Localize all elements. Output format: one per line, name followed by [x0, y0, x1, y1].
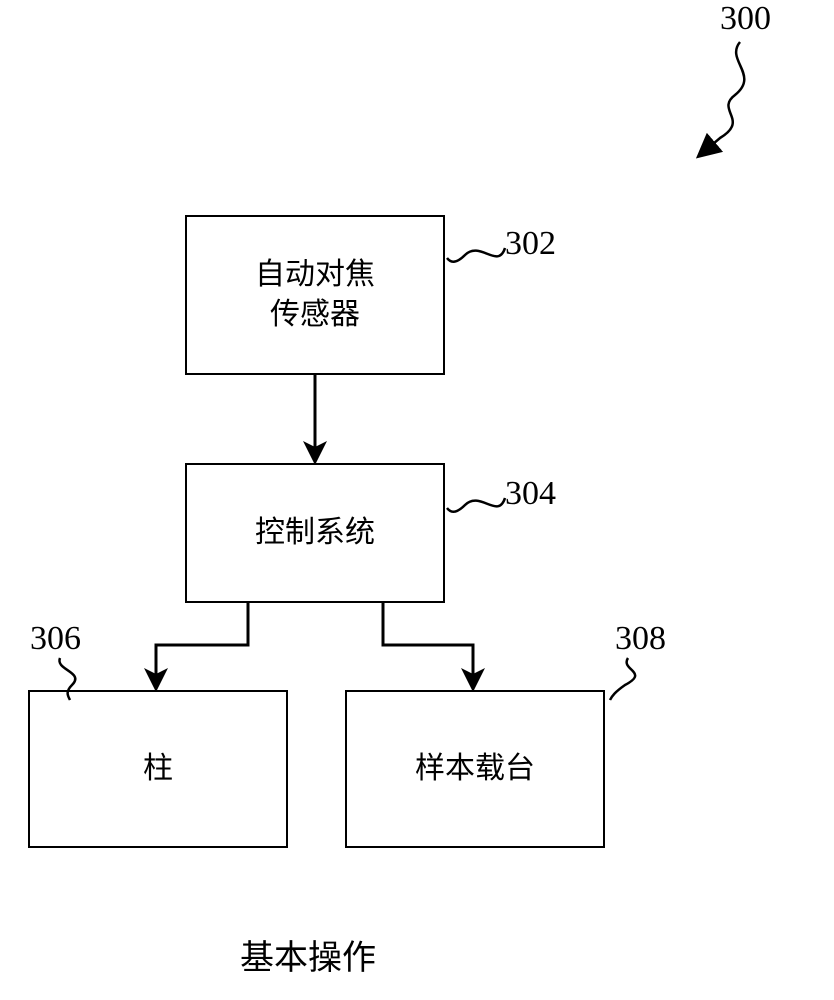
squiggle-304	[447, 498, 505, 512]
node-304-label: 控制系统	[255, 513, 375, 554]
node-306-label: 柱	[143, 749, 173, 790]
ref-300: 300	[720, 0, 771, 38]
node-306-column: 柱	[28, 690, 288, 848]
node-304-control-system: 控制系统	[185, 463, 445, 603]
ref-308: 308	[615, 620, 666, 658]
edge-304-308	[383, 603, 473, 688]
node-302-autofocus-sensor: 自动对焦传感器	[185, 215, 445, 375]
squiggle-308	[610, 658, 635, 700]
squiggle-300	[700, 42, 744, 155]
edge-304-306	[156, 603, 248, 688]
ref-302: 302	[505, 225, 556, 263]
ref-306: 306	[30, 620, 81, 658]
node-302-label: 自动对焦传感器	[255, 255, 375, 336]
node-308-label: 样本载台	[415, 749, 535, 790]
caption: 基本操作	[240, 930, 376, 979]
node-308-sample-stage: 样本载台	[345, 690, 605, 848]
squiggle-302	[447, 248, 505, 262]
diagram-canvas: 自动对焦传感器 控制系统 柱 样本载台 300 302 304 306 308 …	[0, 0, 834, 1000]
ref-304: 304	[505, 475, 556, 513]
